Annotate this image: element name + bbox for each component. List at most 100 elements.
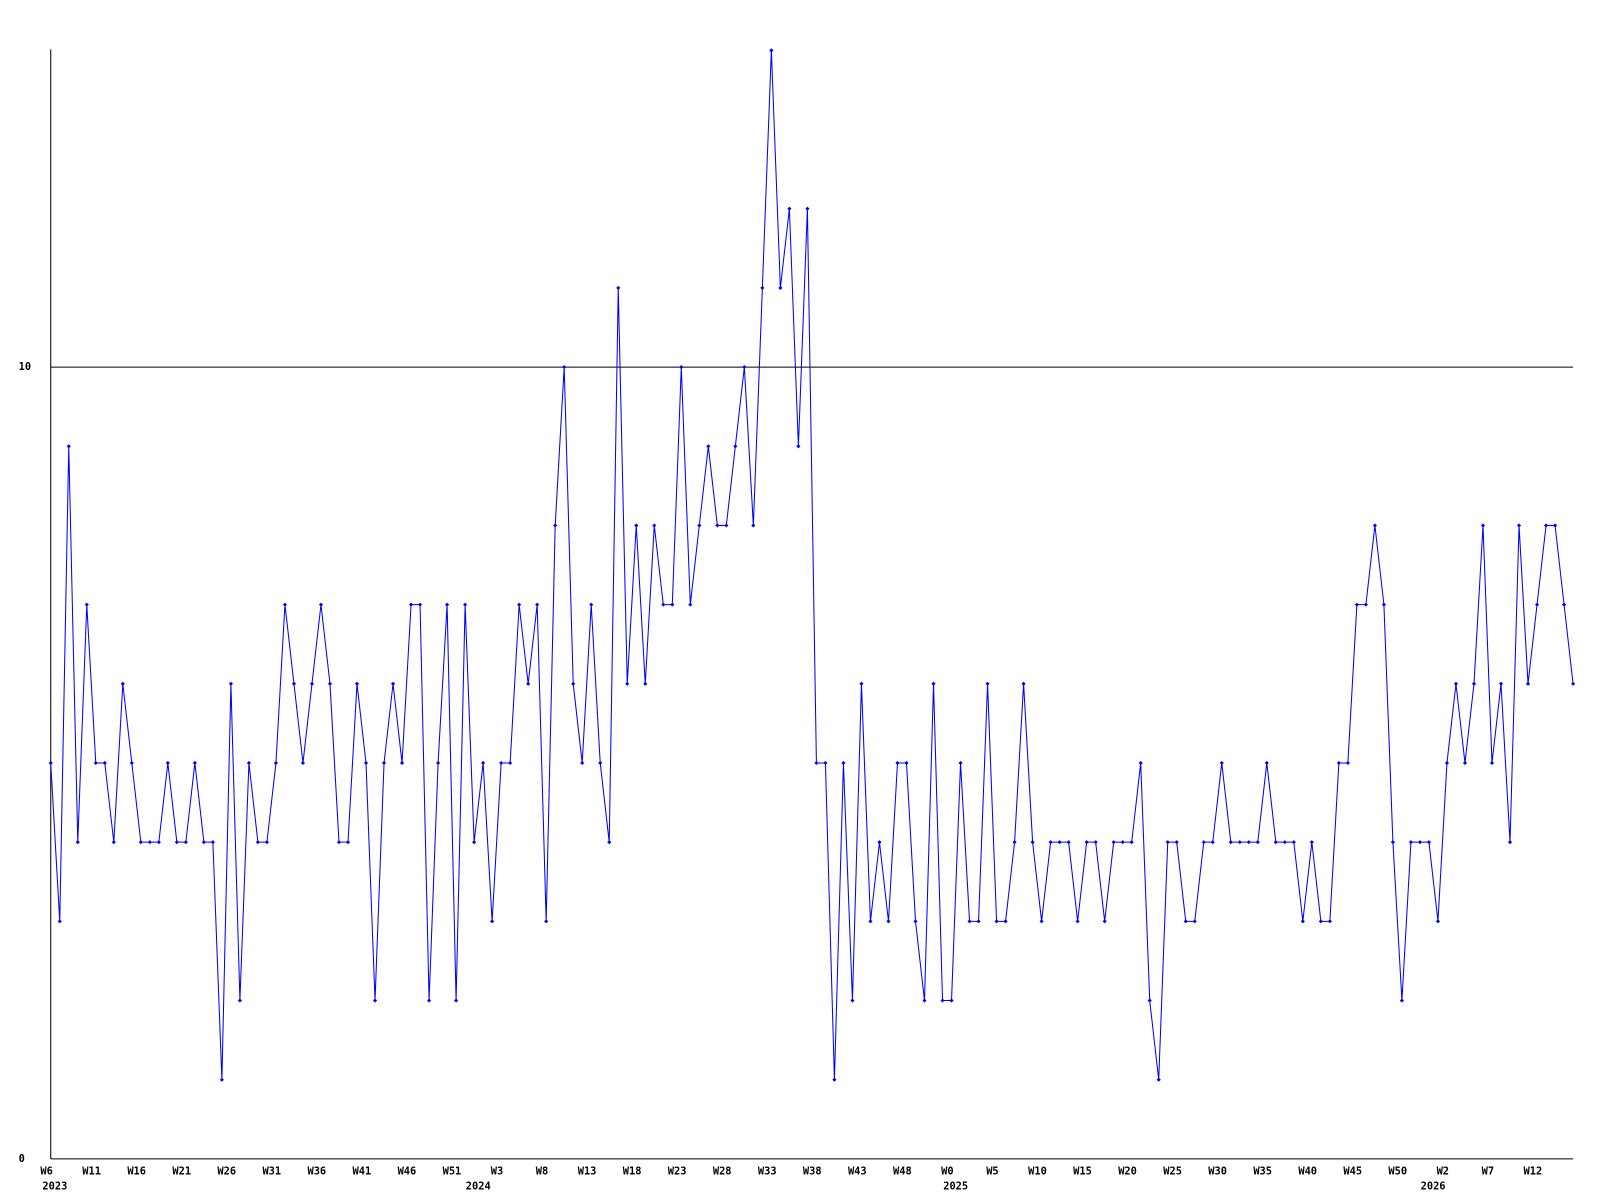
- data-point: [1327, 919, 1332, 924]
- data-point: [571, 681, 576, 686]
- data-point: [1147, 998, 1152, 1003]
- x-tick-label: W10: [1028, 1165, 1047, 1177]
- data-point: [318, 602, 324, 607]
- data-point: [841, 760, 846, 766]
- data-point: [1444, 760, 1450, 766]
- data-point: [1426, 840, 1432, 845]
- year-label: 2026: [1421, 1181, 1446, 1193]
- data-point: [1093, 840, 1098, 845]
- x-tick-label: W13: [578, 1165, 597, 1177]
- x-tick-label: W31: [262, 1165, 281, 1177]
- x-tick-label: W15: [1073, 1165, 1092, 1177]
- data-point: [1381, 602, 1386, 607]
- data-point: [670, 602, 675, 607]
- data-line: [50, 50, 1574, 1080]
- x-tick-label: W12: [1524, 1165, 1543, 1177]
- data-point: [399, 760, 405, 766]
- data-point: [1129, 840, 1134, 845]
- data-point: [1030, 840, 1035, 845]
- data-point: [463, 602, 468, 607]
- data-point: [1480, 523, 1486, 528]
- year-label: 2025: [943, 1181, 968, 1193]
- data-point: [1021, 681, 1026, 686]
- data-point: [1390, 840, 1395, 845]
- x-tick-label: W11: [82, 1165, 101, 1177]
- data-point: [165, 760, 170, 766]
- data-point: [264, 840, 270, 845]
- data-point: [850, 998, 855, 1003]
- data-point: [1498, 681, 1504, 686]
- data-point: [634, 523, 639, 528]
- data-point: [201, 840, 206, 845]
- x-tick-label: W45: [1343, 1165, 1362, 1177]
- data-point: [472, 840, 477, 845]
- data-point: [562, 365, 567, 370]
- data-point: [751, 523, 756, 528]
- x-tick-label: W20: [1118, 1165, 1137, 1177]
- data-point: [805, 206, 810, 211]
- data-point: [580, 760, 585, 766]
- data-point: [57, 919, 62, 924]
- data-point: [1417, 840, 1423, 845]
- x-tick-label: W23: [668, 1165, 687, 1177]
- data-point: [408, 602, 414, 607]
- data-point: [895, 760, 900, 766]
- data-point: [643, 681, 648, 686]
- data-point: [769, 48, 774, 53]
- data-point: [688, 602, 693, 607]
- data-point: [913, 919, 918, 924]
- data-point: [859, 681, 864, 686]
- data-point: [1561, 602, 1567, 607]
- data-point: [192, 760, 197, 766]
- data-point: [417, 602, 423, 607]
- year-label: 2024: [466, 1181, 491, 1193]
- data-point: [1174, 840, 1179, 845]
- data-point: [832, 1077, 837, 1082]
- data-point: [589, 602, 594, 607]
- y-tick-label: 0: [19, 1153, 25, 1165]
- data-point: [742, 365, 747, 370]
- data-point: [174, 840, 179, 845]
- data-point: [84, 602, 89, 607]
- x-tick-label: W43: [848, 1165, 867, 1177]
- x-tick-label: W30: [1208, 1165, 1227, 1177]
- data-point: [1354, 602, 1359, 607]
- x-tick-label: W46: [398, 1165, 417, 1177]
- data-point: [1066, 840, 1071, 845]
- x-tick-label: W35: [1253, 1165, 1272, 1177]
- data-point: [1471, 681, 1477, 686]
- data-point: [75, 840, 80, 845]
- data-point: [1228, 840, 1233, 845]
- data-point: [499, 760, 504, 766]
- data-point: [138, 840, 143, 845]
- data-point: [363, 760, 369, 766]
- data-point: [697, 523, 702, 528]
- data-point: [1165, 840, 1170, 845]
- data-point: [715, 523, 720, 528]
- data-point: [291, 681, 297, 686]
- x-tick-label: W51: [443, 1165, 462, 1177]
- data-point: [210, 840, 215, 845]
- data-point: [1201, 840, 1206, 845]
- data-point: [544, 919, 549, 924]
- data-point: [282, 602, 288, 607]
- data-point: [967, 919, 972, 924]
- data-point: [778, 285, 783, 290]
- data-point: [1237, 840, 1242, 845]
- data-point: [535, 602, 540, 607]
- data-point: [760, 285, 765, 290]
- data-point: [436, 760, 441, 766]
- data-point: [390, 681, 396, 686]
- x-tick-label: W2: [1437, 1165, 1449, 1177]
- year-label: 2023: [42, 1181, 67, 1193]
- data-point: [1156, 1077, 1161, 1082]
- data-point: [1399, 998, 1404, 1003]
- data-point: [228, 681, 233, 686]
- data-point: [625, 681, 630, 686]
- data-point: [1571, 681, 1576, 686]
- data-point: [877, 840, 882, 845]
- data-point: [1057, 840, 1062, 845]
- data-point: [372, 998, 378, 1003]
- data-point: [1300, 919, 1305, 924]
